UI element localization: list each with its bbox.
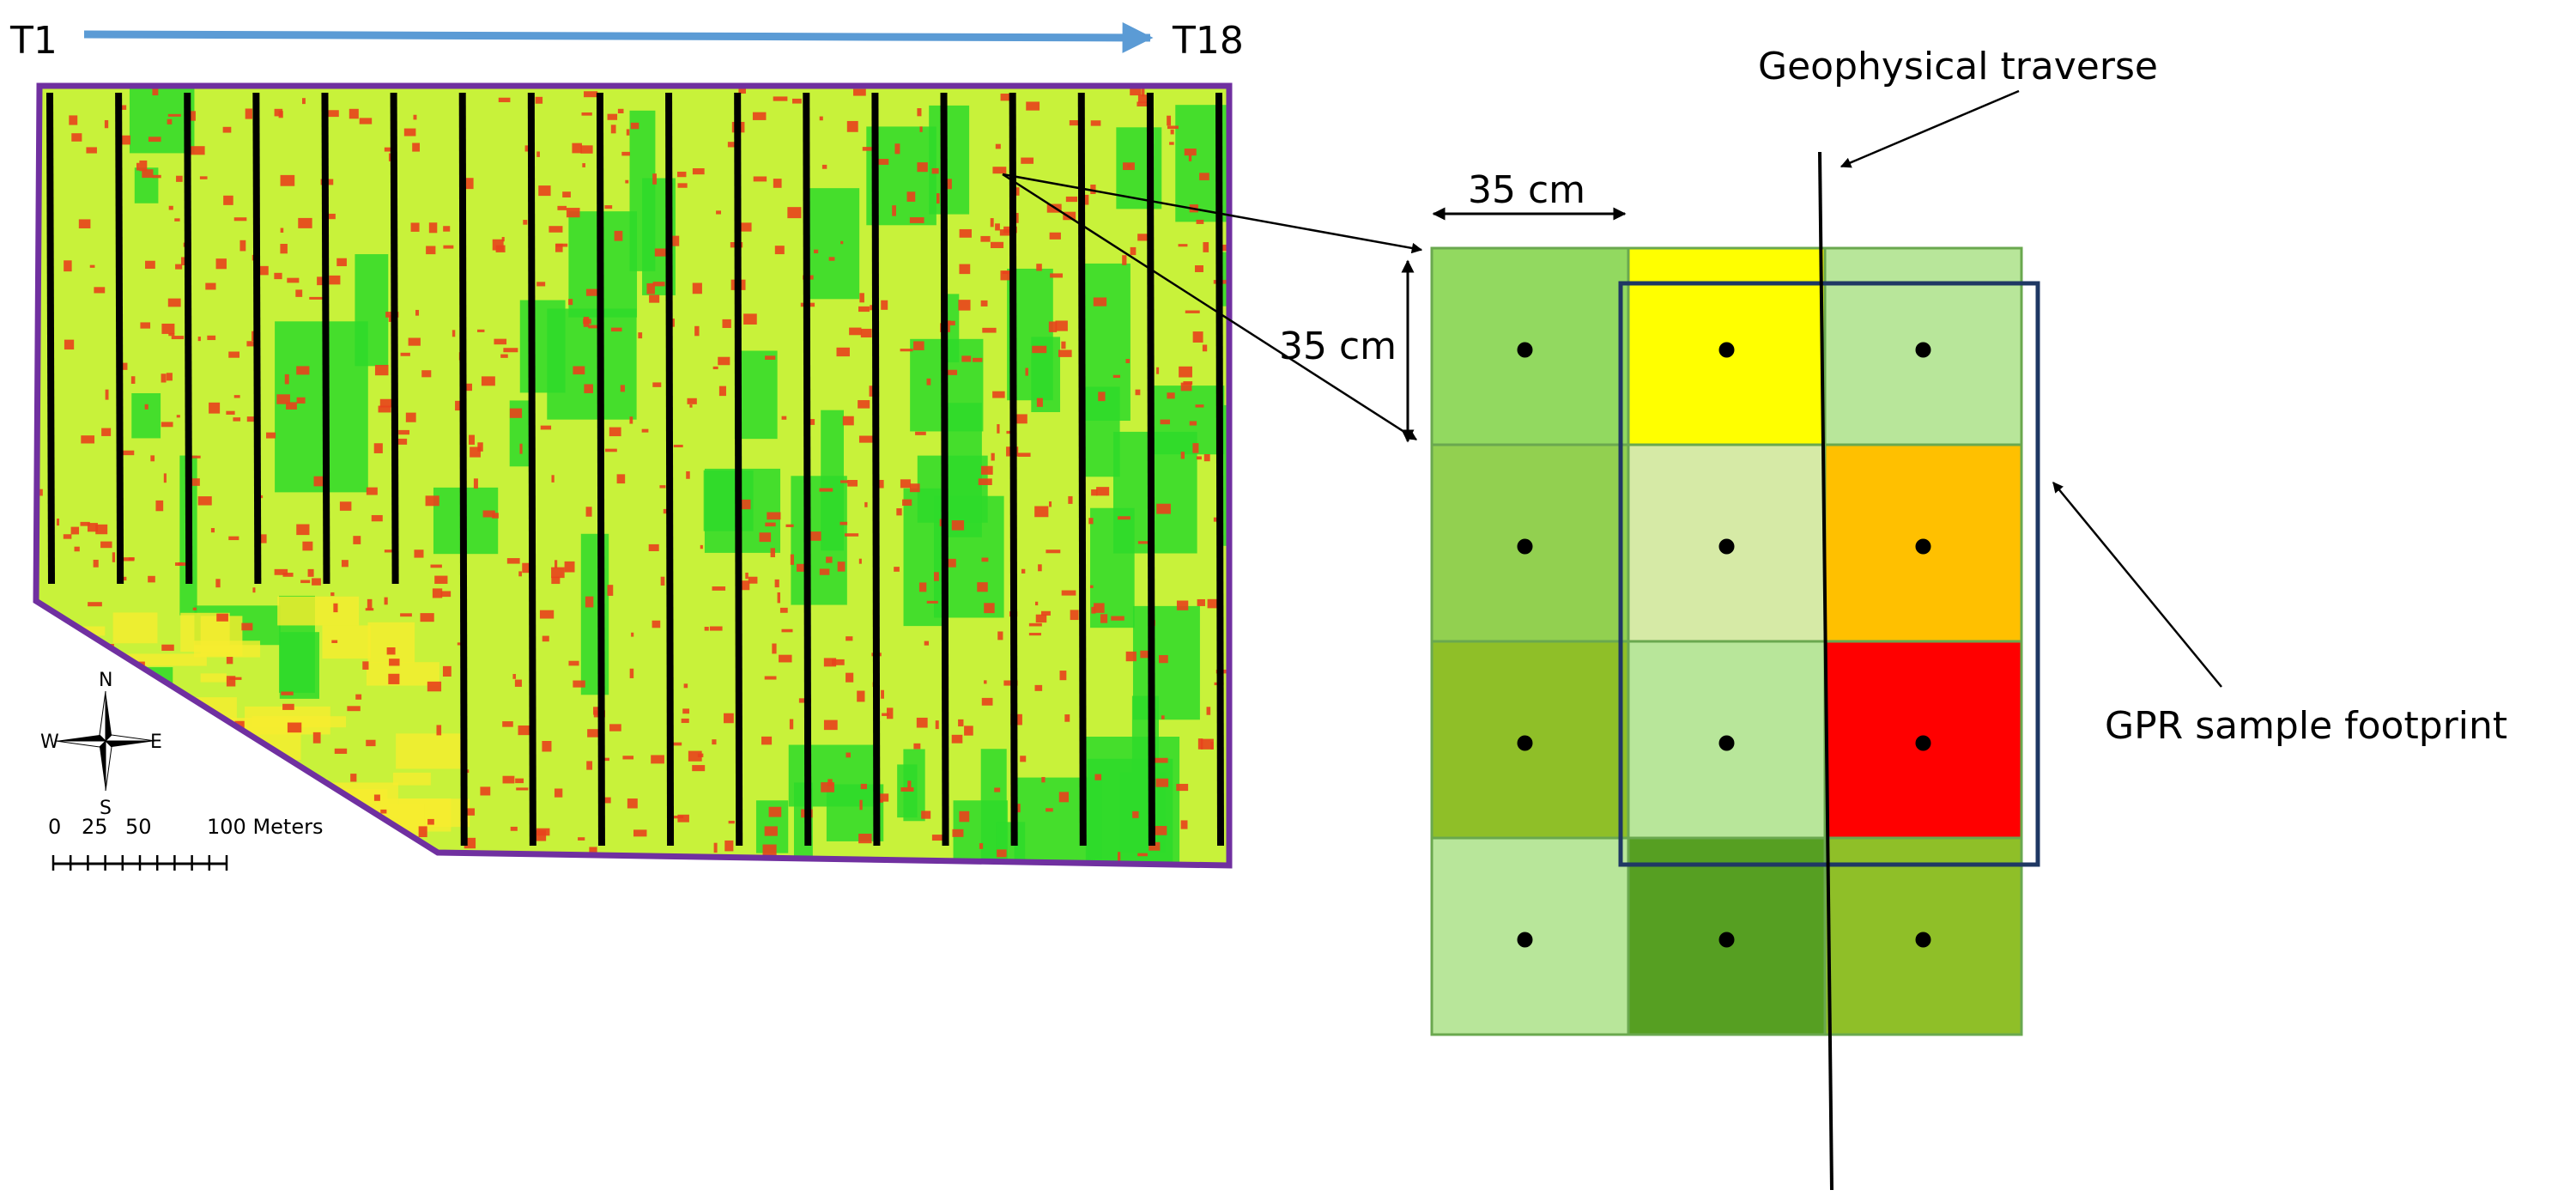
compass-rose: N S E W — [40, 670, 162, 819]
grid-cell-center-dot — [1517, 342, 1533, 358]
pixel-grid — [1430, 246, 2023, 1036]
transect-line-16 — [1077, 92, 1087, 847]
transect-line-15 — [1009, 92, 1018, 847]
scale-label-50: 50 — [125, 815, 152, 839]
grid-cell-center-dot — [1718, 932, 1735, 948]
field-boundary — [33, 82, 1233, 869]
geophysical-traverse-line — [1818, 151, 1834, 1191]
transect-line-9 — [596, 92, 605, 847]
transect-line-17 — [1146, 92, 1155, 847]
transect-line-8 — [527, 92, 536, 847]
grid-cell-center-dot — [1718, 342, 1735, 358]
footprint-label: GPR sample footprint — [2105, 704, 2507, 748]
transect-line-1 — [46, 92, 55, 585]
transect-line-5 — [321, 92, 330, 585]
compass-north: N — [99, 670, 112, 691]
transect-line-7 — [458, 92, 468, 847]
field-map — [33, 82, 1233, 869]
transect-line-6 — [390, 92, 399, 585]
grid-cell-center-dot — [1718, 735, 1735, 751]
traverse-pointer — [1840, 89, 2020, 168]
grid-cell-center-dot — [1915, 735, 1931, 751]
dimension-label-vertical: 35 cm — [1279, 325, 1397, 368]
scale-label-100: 100 Meters — [207, 815, 323, 839]
transect-direction-arrow — [83, 21, 1154, 53]
transect-line-2 — [115, 92, 124, 585]
compass-east: E — [150, 732, 162, 753]
transect-line-3 — [184, 92, 193, 585]
scale-label-0: 0 — [48, 815, 61, 839]
zoom-line-bottom — [1002, 173, 1418, 441]
transect-line-12 — [803, 92, 812, 847]
footprint-pointer — [2052, 482, 2222, 688]
transect-start-label: T1 — [9, 19, 58, 63]
grid-cell-center-dot — [1915, 538, 1931, 555]
transect-line-10 — [665, 92, 675, 847]
grid-cell-center-dot — [1915, 932, 1931, 948]
compass-west: W — [40, 732, 59, 753]
transect-end-label: T18 — [1172, 19, 1244, 63]
zoom-line-top — [1002, 173, 1423, 254]
grid-cell-center-dot — [1718, 538, 1735, 555]
compass-south: S — [100, 798, 112, 819]
grid-cell-center-dot — [1517, 735, 1533, 751]
grid-cell-center-dot — [1915, 342, 1931, 358]
grid-cell-center-dot — [1517, 538, 1533, 555]
transect-line-11 — [734, 92, 743, 847]
grid-cell-center-dot — [1517, 932, 1533, 948]
transect-line-4 — [252, 92, 262, 585]
scale-bar: 0 25 50 100 Meters — [48, 815, 323, 871]
transect-line-18 — [1215, 92, 1224, 847]
transect-line-14 — [940, 92, 949, 847]
transect-line-13 — [871, 92, 881, 847]
traverse-label: Geophysical traverse — [1758, 45, 2158, 88]
scale-label-25: 25 — [82, 815, 108, 839]
dimension-label-horizontal: 35 cm — [1468, 168, 1585, 212]
